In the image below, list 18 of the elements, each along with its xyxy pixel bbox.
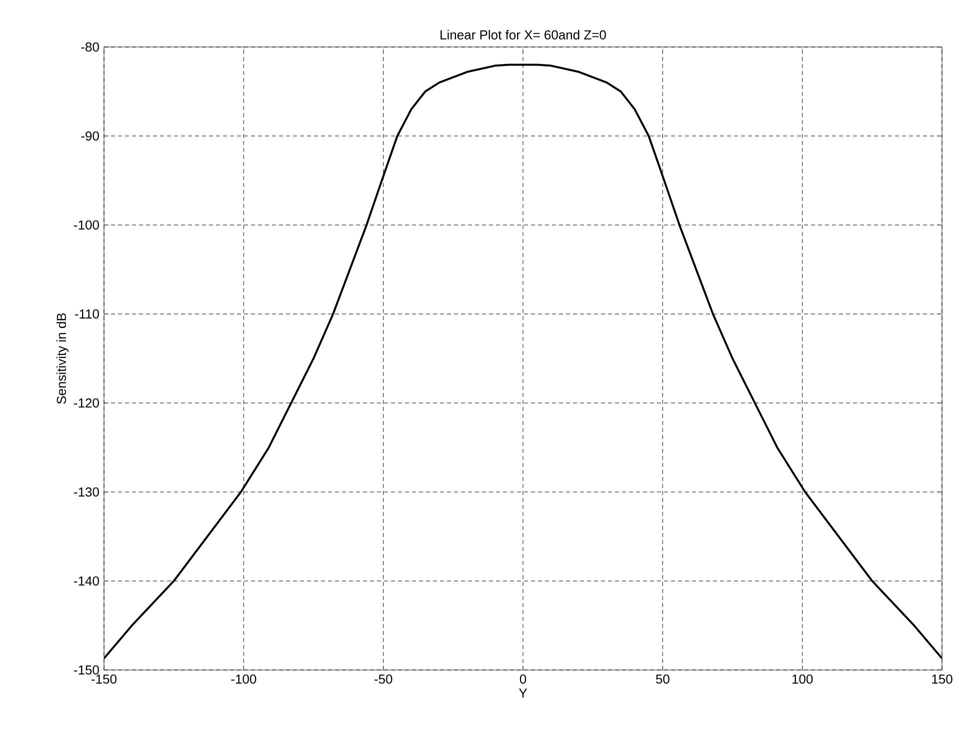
y-axis-title: Sensitivity in dB (56, 313, 69, 404)
x-tick-label: 0 (520, 674, 526, 684)
y-tick-label: -110 (75, 309, 99, 319)
x-tick-label: 150 (932, 674, 952, 684)
x-tick-label: -50 (374, 674, 392, 684)
y-tick-label: -140 (74, 576, 99, 586)
x-tick-label: -100 (231, 674, 256, 684)
y-tick-label: -120 (74, 398, 99, 408)
x-tick-label: 50 (656, 674, 670, 684)
y-tick-label: -80 (81, 42, 99, 52)
x-tick-label: 100 (792, 674, 813, 684)
chart-title: Linear Plot for X= 60and Z=0 (440, 30, 606, 40)
y-tick-label: -100 (74, 220, 99, 230)
y-tick-label: -90 (81, 131, 99, 141)
x-tick-label: -150 (92, 674, 117, 684)
x-axis-title: Y (518, 688, 528, 698)
y-tick-label: -150 (74, 665, 99, 675)
y-tick-label: -130 (74, 487, 99, 497)
